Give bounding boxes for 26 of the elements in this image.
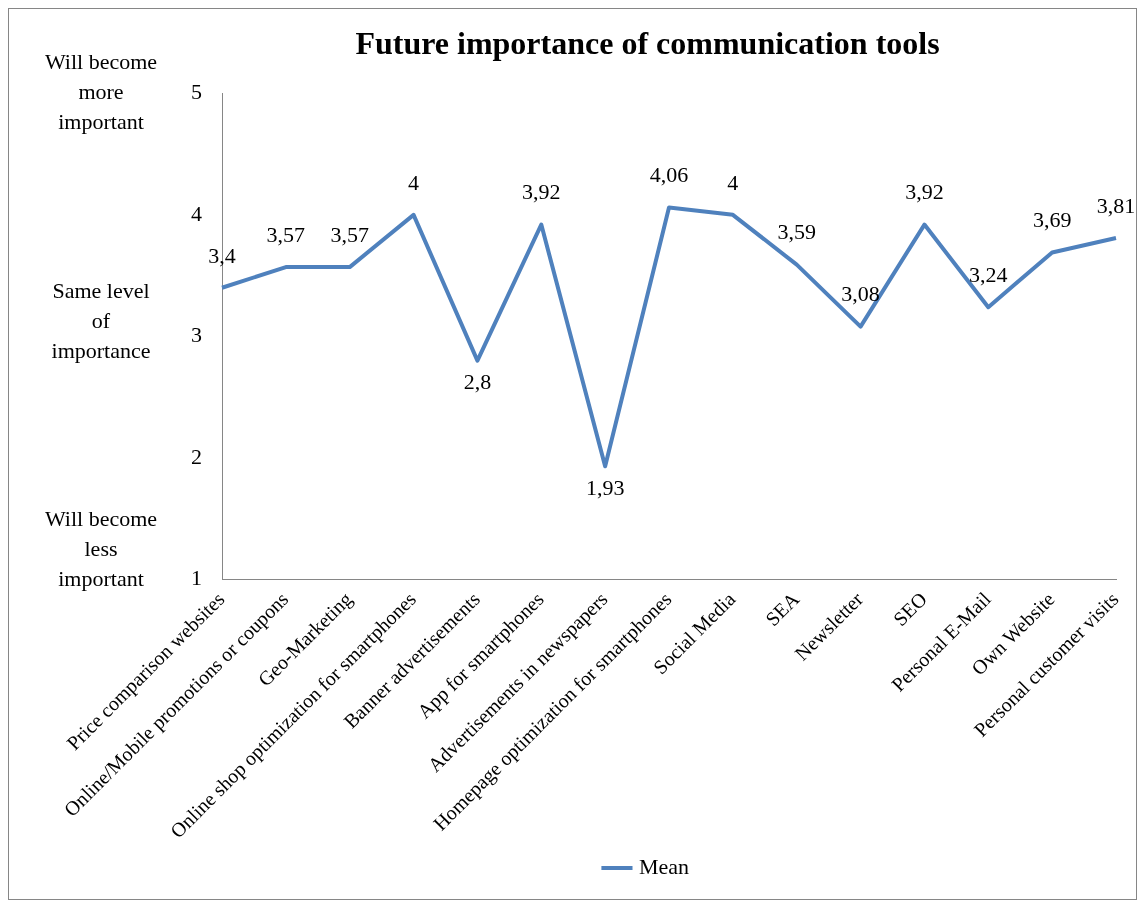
data-label: 4,06: [649, 162, 689, 188]
data-label: 3,69: [1032, 207, 1072, 233]
y-tick-label: 5: [191, 79, 202, 105]
data-label: 3,57: [266, 221, 306, 247]
chart-title: Future importance of communication tools: [355, 25, 940, 62]
text: Will become less important: [44, 505, 158, 591]
legend-label: Mean: [638, 853, 690, 879]
text: Will become more important: [44, 49, 158, 135]
x-tick-label: SEO: [888, 587, 931, 630]
data-label: 3,4: [208, 242, 236, 268]
data-label: 3,24: [969, 261, 1008, 287]
data-label: 4: [727, 169, 739, 195]
data-label: 3,92: [522, 179, 561, 205]
data-label: 3,59: [777, 219, 816, 245]
text: Same level of importance: [51, 277, 151, 363]
y-tick-label: 1: [191, 565, 202, 590]
y-tick-label: 3: [191, 322, 202, 348]
data-label: 3,57: [330, 221, 369, 247]
data-label: 3,81: [1096, 192, 1136, 218]
y-tick-label: 4: [191, 200, 202, 226]
data-label: 3,92: [905, 179, 944, 205]
data-label: 3,08: [841, 281, 880, 307]
data-label: 1,93: [585, 475, 625, 501]
data-label: 2,8: [463, 369, 492, 395]
y-tick-label: 2: [191, 443, 202, 469]
data-label: 4: [408, 169, 420, 195]
